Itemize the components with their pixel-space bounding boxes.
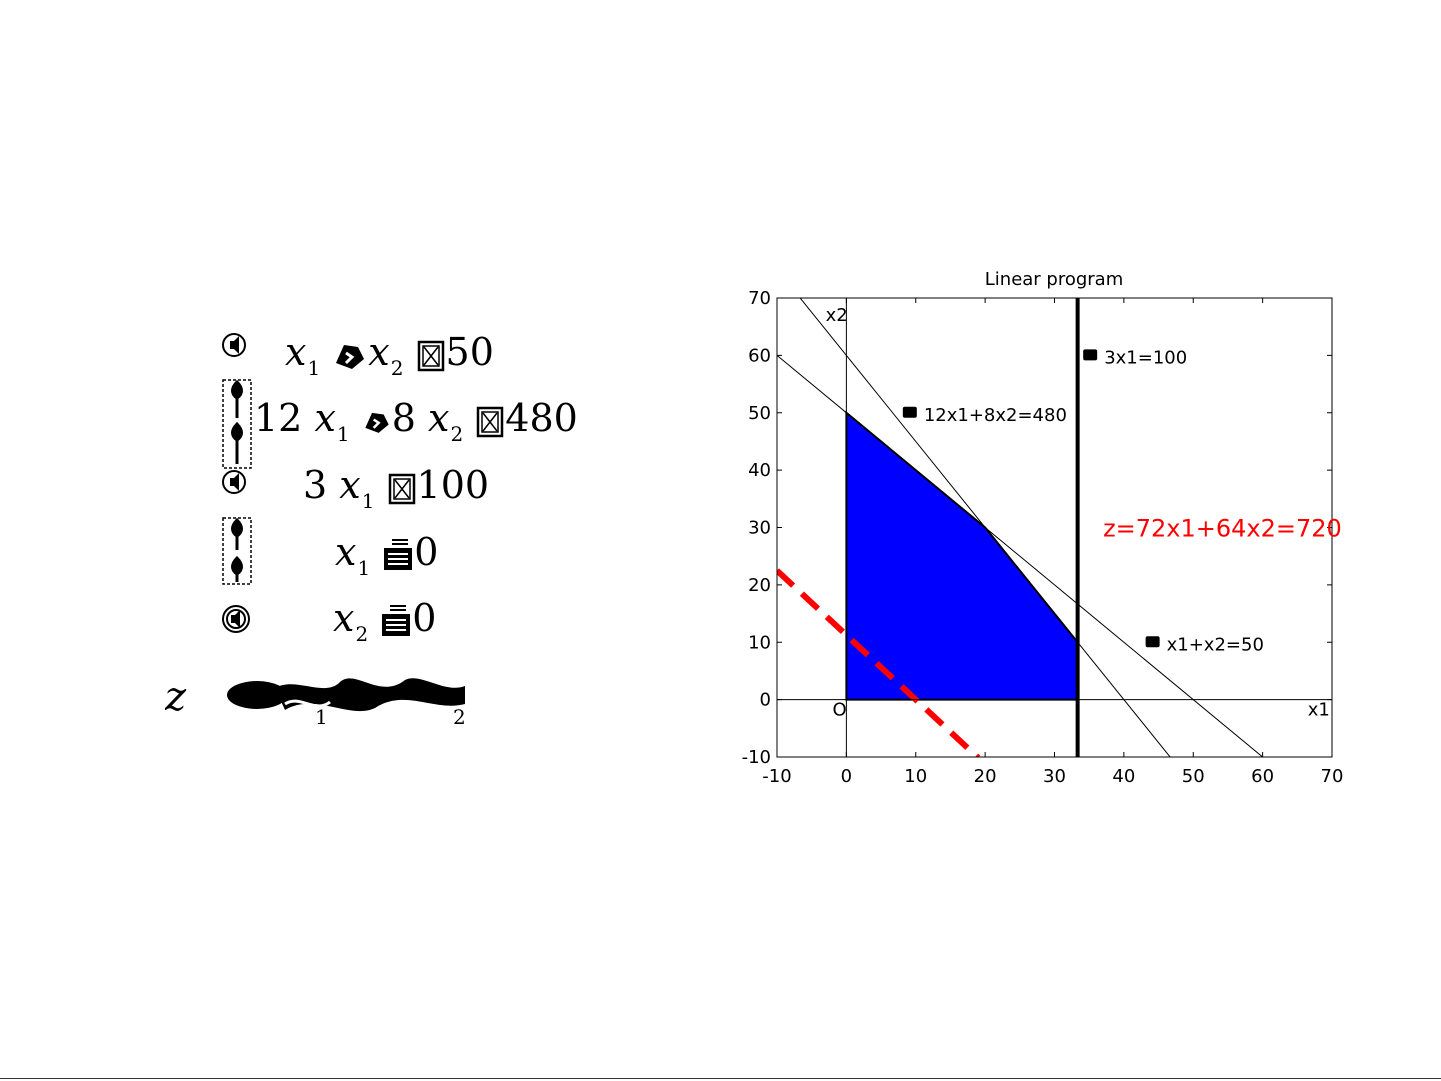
y-tick-label: 10 <box>748 632 771 653</box>
x-tick-label: 0 <box>841 766 852 787</box>
x-tick-label: -10 <box>762 766 791 787</box>
formula-expression: x2 0 <box>333 596 437 646</box>
plus-glyph <box>365 412 389 433</box>
objective-label: z=72x1+64x2=720 <box>1103 515 1342 543</box>
objective-formula: z 1 2 <box>165 674 466 728</box>
x-tick-label: 40 <box>1112 766 1135 787</box>
svg-text:1: 1 <box>315 705 328 728</box>
formula-row: 12 x1 8 x2 480 <box>0 379 700 469</box>
brace-glyph <box>222 333 246 357</box>
x-tick-label: 70 <box>1321 766 1344 787</box>
y-tick-label: -10 <box>742 747 771 768</box>
y-axis-label: x2 <box>826 305 848 326</box>
formula-expression: 12 x1 8 x2 480 <box>254 396 578 446</box>
svg-text:2: 2 <box>453 705 466 728</box>
objective-overprint-glyph <box>227 681 287 709</box>
chart-title: Linear program <box>985 269 1124 290</box>
constraint-label-12x1-8x2: 12x1+8x2=480 <box>924 405 1067 426</box>
objective-overprint-glyph <box>275 678 465 712</box>
label-marker-icon <box>1083 349 1098 361</box>
constraint-label-x1-x2: x1+x2=50 <box>1167 634 1264 655</box>
x-tick-label: 10 <box>904 766 927 787</box>
x-tick-label: 60 <box>1251 766 1274 787</box>
constraint-label-3x1: 3x1=100 <box>1104 347 1187 368</box>
leq-glyph <box>477 406 504 437</box>
formula-expression: x1 0 <box>335 530 439 580</box>
leq-glyph <box>388 473 415 504</box>
formula-row: x2 0 <box>0 588 700 648</box>
objective-lhs: z <box>165 674 187 720</box>
x-axis-label: x1 <box>1308 700 1330 721</box>
y-tick-label: 60 <box>748 345 771 366</box>
constraint-line-x1-x2 <box>777 354 1264 757</box>
y-tick-label: 20 <box>748 575 771 596</box>
bottom-rule <box>0 1078 1441 1079</box>
objective-line <box>777 568 981 757</box>
brace-glyph <box>222 379 252 469</box>
formula-row: x1 x2 50 <box>0 322 700 382</box>
origin-label: O <box>833 700 847 721</box>
constraint-line-12x1-8x2 <box>799 298 1171 757</box>
y-tick-label: 30 <box>748 518 771 539</box>
y-tick-label: 0 <box>760 690 771 711</box>
y-ticks: -10 0 10 20 30 40 50 60 70 <box>742 288 1332 768</box>
geq-glyph <box>384 538 413 570</box>
constraint-formulas: x1 x2 50 12 x1 8 x2 480 3 x1 100 <box>0 0 700 1081</box>
label-marker-icon <box>1145 636 1160 648</box>
y-tick-label: 40 <box>748 460 771 481</box>
plus-glyph <box>336 344 365 369</box>
formula-expression: x1 x2 50 <box>285 330 494 380</box>
y-tick-label: 70 <box>748 288 771 309</box>
label-icons <box>902 349 1160 648</box>
brace-glyph <box>222 517 252 585</box>
x-tick-label: 50 <box>1182 766 1205 787</box>
leq-glyph <box>417 340 444 371</box>
x-ticks: -10 0 10 20 30 40 50 60 70 <box>762 298 1343 787</box>
linear-program-chart: Linear program -10 0 10 20 30 40 50 60 70 -10 0 10… <box>742 269 1344 787</box>
formula-row: x1 0 <box>0 517 700 585</box>
formula-row: 3 x1 100 <box>0 455 700 515</box>
label-marker-icon <box>902 406 917 418</box>
x-tick-label: 30 <box>1043 766 1066 787</box>
feasible-region <box>845 410 1079 701</box>
brace-glyph <box>222 470 246 494</box>
brace-glyph <box>222 605 250 633</box>
geq-glyph <box>382 604 411 636</box>
x-tick-label: 20 <box>974 766 997 787</box>
formula-expression: 3 x1 100 <box>303 463 490 513</box>
y-tick-label: 50 <box>748 403 771 424</box>
